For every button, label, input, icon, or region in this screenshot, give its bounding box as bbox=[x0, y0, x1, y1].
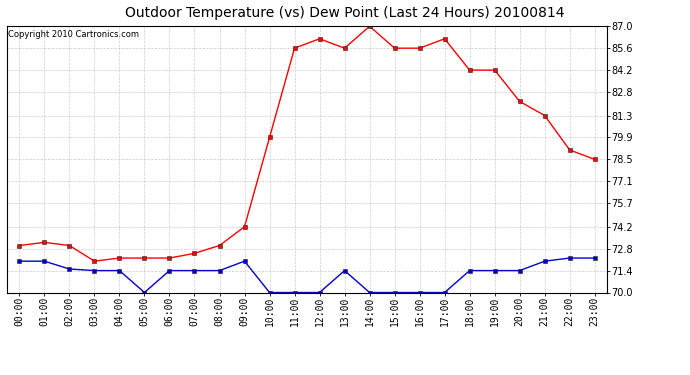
Text: Outdoor Temperature (vs) Dew Point (Last 24 Hours) 20100814: Outdoor Temperature (vs) Dew Point (Last… bbox=[126, 6, 564, 20]
Text: Copyright 2010 Cartronics.com: Copyright 2010 Cartronics.com bbox=[8, 30, 139, 39]
